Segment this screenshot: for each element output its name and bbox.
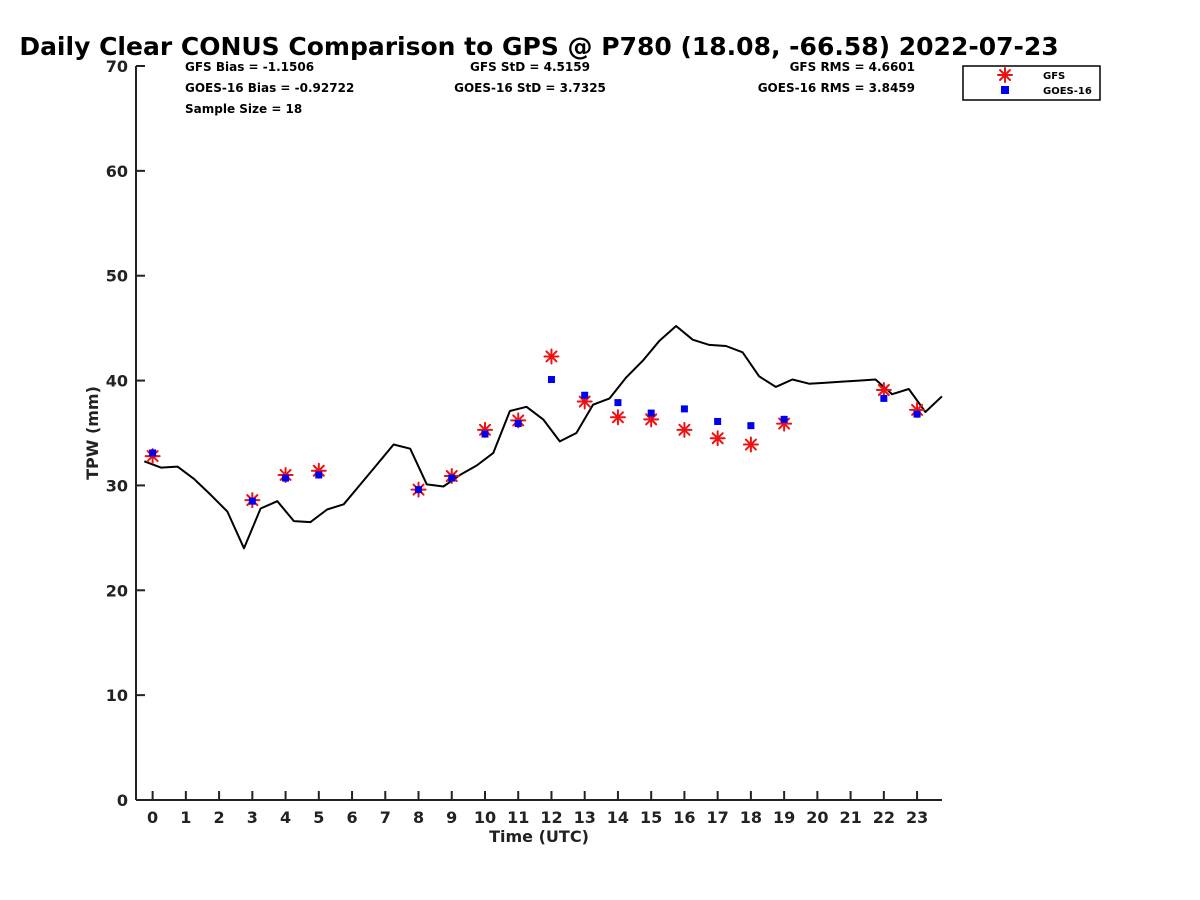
gfs-rms-text: GFS RMS = 4.6601 [790,60,915,74]
goes16-point [149,449,157,457]
goes16-point [614,399,622,407]
goes-std-text: GOES-16 StD = 3.7325 [454,81,606,95]
x-tick-label: 20 [806,808,828,827]
y-tick-label: 70 [106,57,128,76]
x-tick-label: 2 [214,808,225,827]
x-tick-label: 18 [740,808,762,827]
y-tick-label: 20 [106,581,128,600]
x-tick-label: 19 [773,808,795,827]
x-tick-label: 23 [906,808,928,827]
gfs-point [742,436,759,453]
stats-block: GFS Bias = -1.1506 GOES-16 Bias = -0.927… [185,60,915,116]
gfs-point [609,409,626,426]
legend-goes-square-icon [1001,86,1009,94]
goes16-point [880,394,888,402]
y-tick-label: 10 [106,686,128,705]
y-tick-label: 40 [106,372,128,391]
goes-rms-text: GOES-16 RMS = 3.8459 [758,81,915,95]
legend-gfs-label: GFS [1043,71,1065,82]
y-tick-label: 0 [117,791,128,810]
legend: GFS GOES-16 [962,65,1101,101]
goes16-point [680,405,688,413]
goes16-point [248,497,256,505]
chart-title: Daily Clear CONUS Comparison to GPS @ P7… [19,32,1058,61]
x-tick-label: 4 [280,808,291,827]
x-tick-label: 7 [380,808,391,827]
goes16-point [913,410,921,418]
x-tick-label: 1 [180,808,191,827]
legend-box [962,65,1101,101]
gfs-point [709,430,726,447]
goes16-point [448,474,456,482]
y-tick-label: 30 [106,476,128,495]
x-tick-label: 12 [540,808,562,827]
x-tick-label: 21 [839,808,861,827]
x-tick-label: 6 [346,808,357,827]
gfs-point [543,348,560,365]
y-tick-label: 50 [106,267,128,286]
goes16-point [415,486,423,494]
x-tick-label: 17 [707,808,729,827]
x-tick-label: 5 [313,808,324,827]
sample-size-text: Sample Size = 18 [185,102,302,116]
goes16-point [481,430,489,438]
goes16-point [714,417,722,425]
gfs-bias-text: GFS Bias = -1.1506 [185,60,314,74]
x-tick-label: 11 [507,808,529,827]
goes16-point [581,391,589,399]
goes16-point [547,376,555,384]
x-tick-label: 16 [673,808,695,827]
goes16-point [647,409,655,417]
x-tick-label: 22 [873,808,895,827]
x-axis-label: Time (UTC) [489,827,589,846]
x-tick-label: 13 [574,808,596,827]
x-tick-label: 8 [413,808,424,827]
x-tick-label: 14 [607,808,629,827]
x-tick-label: 0 [147,808,158,827]
x-tick-label: 9 [446,808,457,827]
gps-tpw-line [143,325,943,550]
gfs-point [875,382,892,399]
goes16-point [780,415,788,423]
data-series [143,325,943,550]
x-tick-label: 10 [474,808,496,827]
goes16-point [747,422,755,430]
gfs-point [676,421,693,438]
goes16-point [282,474,290,482]
y-axis-label: TPW (mm) [83,386,102,480]
legend-gfs-asterisk-icon [997,67,1013,83]
goes16-point [315,471,323,479]
gfs-std-text: GFS StD = 4.5159 [470,60,590,74]
goes-bias-text: GOES-16 Bias = -0.92722 [185,81,354,95]
legend-goes-label: GOES-16 [1043,86,1092,97]
x-tick-label: 3 [247,808,258,827]
axes [135,66,942,801]
x-tick-label: 15 [640,808,662,827]
goes16-point [514,420,522,428]
y-tick-label: 60 [106,162,128,181]
